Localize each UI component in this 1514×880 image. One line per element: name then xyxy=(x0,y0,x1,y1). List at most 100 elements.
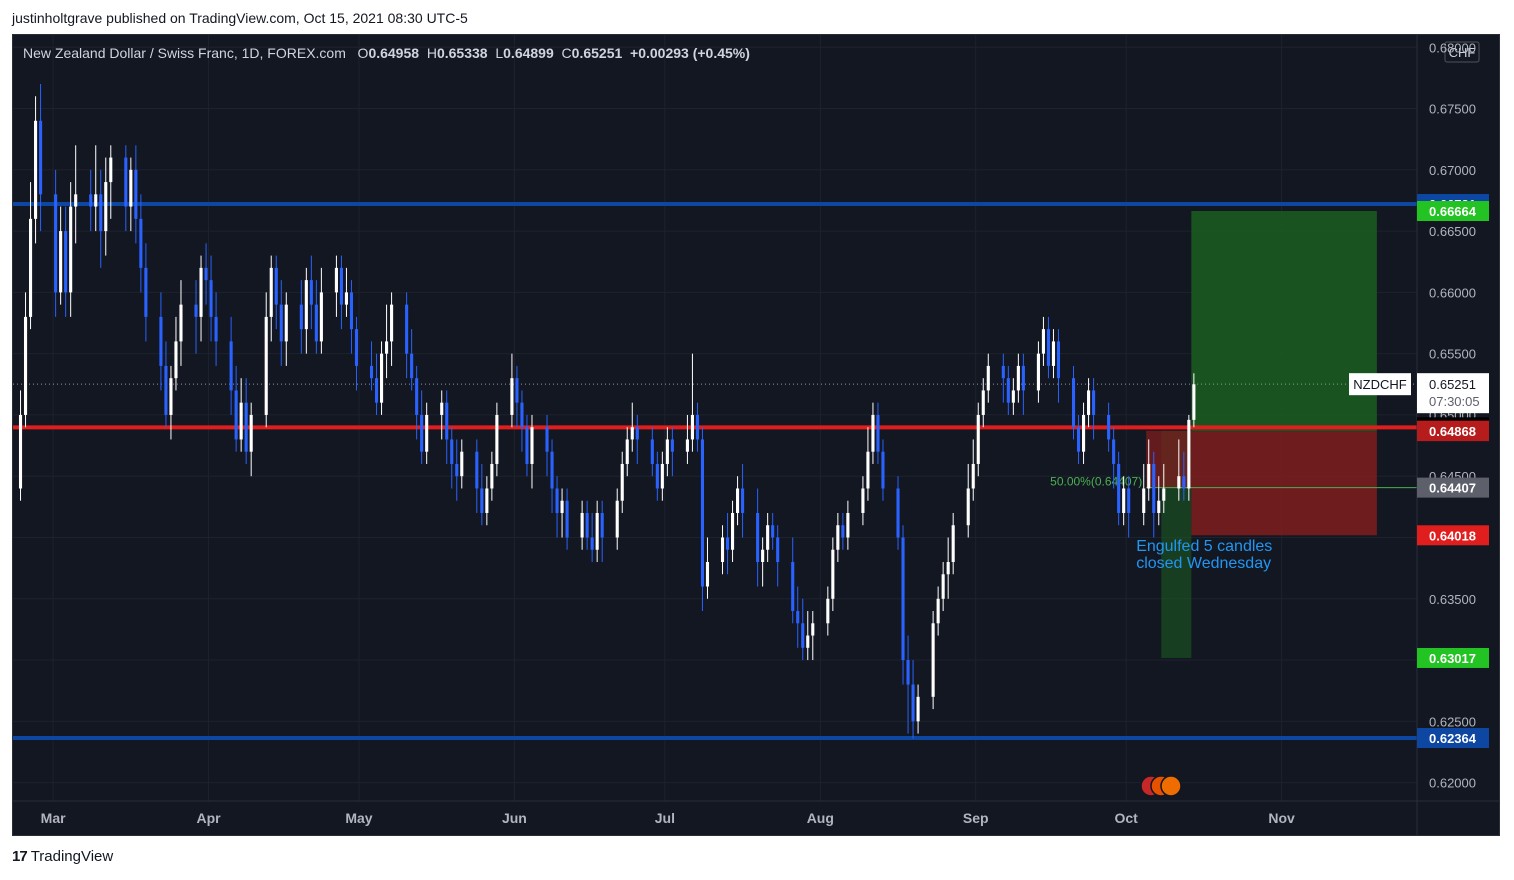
candle-body xyxy=(585,512,589,538)
candle-body xyxy=(766,525,770,550)
candle-body xyxy=(410,353,414,379)
candle-body xyxy=(941,574,945,599)
candle-body xyxy=(1122,488,1126,513)
candle-body xyxy=(94,194,98,207)
candle-body xyxy=(204,267,208,281)
open-value: 0.64958 xyxy=(368,45,420,61)
candle-body xyxy=(655,463,659,489)
symbol-title: New Zealand Dollar / Swiss Franc, 1D, FO… xyxy=(23,45,346,61)
candle-body xyxy=(199,267,203,317)
candle-body xyxy=(23,316,28,415)
candle-body xyxy=(480,488,484,513)
candle-body xyxy=(1092,390,1096,415)
y-tick-label: 0.63500 xyxy=(1429,592,1476,607)
low-label: L xyxy=(495,45,504,61)
price-tag xyxy=(1417,200,1489,221)
candle-body xyxy=(1001,365,1005,379)
price-tag-label: 0.66664 xyxy=(1429,204,1477,219)
candle-body xyxy=(1112,439,1116,464)
candle-body xyxy=(620,463,624,501)
candle-body xyxy=(1187,419,1191,489)
candle-body xyxy=(334,267,338,293)
candle-body xyxy=(239,402,243,440)
candle-body xyxy=(460,451,464,477)
candle-body xyxy=(39,120,43,195)
x-tick-label: Apr xyxy=(196,810,221,826)
candle-body xyxy=(1056,341,1061,379)
countdown-label: 07:30:05 xyxy=(1429,394,1480,409)
candle-body xyxy=(831,549,835,599)
candle-body xyxy=(420,414,424,452)
candle-body xyxy=(109,157,113,183)
candle-body xyxy=(1117,463,1121,513)
candle-body xyxy=(791,562,795,612)
price-tag-label: 0.64018 xyxy=(1429,528,1476,543)
candle-body xyxy=(319,292,323,342)
candle-body xyxy=(440,402,444,415)
y-tick-label: 0.62000 xyxy=(1429,776,1476,791)
candle-body xyxy=(59,231,63,293)
x-tick-label: Aug xyxy=(807,810,834,826)
change-value: +0.00293 (+0.45%) xyxy=(630,45,750,61)
candle-body xyxy=(695,414,700,440)
candle-body xyxy=(771,525,775,538)
candle-body xyxy=(249,414,253,452)
x-tick-label: May xyxy=(345,810,372,826)
candle-body xyxy=(896,488,900,538)
candle-body xyxy=(1036,353,1040,391)
candle-body xyxy=(74,194,78,207)
candle-body xyxy=(1152,463,1156,513)
price-tag-label: 0.63017 xyxy=(1429,651,1476,666)
candle-body xyxy=(1147,463,1151,489)
candle-body xyxy=(234,390,238,440)
candlestick-chart[interactable]: 50.00%(0.64407)Engulfed 5 candlesclosed … xyxy=(13,35,1499,835)
candle-body xyxy=(1142,488,1146,513)
candle-body xyxy=(635,427,639,440)
candle-body xyxy=(916,696,920,722)
publish-info: justinholtgrave published on TradingView… xyxy=(12,10,468,26)
candle-body xyxy=(555,488,559,513)
current-price-tag xyxy=(1417,373,1489,414)
candle-body xyxy=(339,267,343,305)
chart-frame[interactable]: 50.00%(0.64407) Engulfed 5 candles closed … xyxy=(12,34,1500,836)
candle-body xyxy=(1157,500,1161,513)
current-price-label: 0.65251 xyxy=(1429,377,1476,392)
candle-body xyxy=(565,500,569,538)
candle-body xyxy=(450,439,454,464)
candle-body xyxy=(836,525,840,550)
candle-body xyxy=(1021,365,1025,391)
brand-name: TradingView xyxy=(30,848,114,865)
x-tick-label: Mar xyxy=(41,810,66,826)
y-tick-label: 0.67000 xyxy=(1429,163,1476,178)
candle-body xyxy=(134,169,138,219)
candle-body xyxy=(560,500,564,513)
candle-body xyxy=(861,488,865,513)
candle-body xyxy=(690,414,694,440)
y-tick-label: 0.66000 xyxy=(1429,285,1476,300)
candle-body xyxy=(244,402,248,452)
candle-body xyxy=(164,365,168,415)
candle-body xyxy=(455,463,459,477)
candle-body xyxy=(179,304,183,342)
y-tick-label: 0.67500 xyxy=(1429,102,1476,117)
candle-body xyxy=(214,316,218,342)
candle-body xyxy=(881,451,885,489)
candle-body xyxy=(284,304,288,342)
candle-body xyxy=(34,120,38,219)
footer-brand: 17 TradingView xyxy=(12,848,113,865)
candle-body xyxy=(69,206,73,293)
candle-body xyxy=(425,414,429,452)
candle-body xyxy=(490,463,494,489)
candle-body xyxy=(139,218,143,268)
candle-body xyxy=(725,537,730,550)
candle-body xyxy=(264,316,268,415)
candle-body xyxy=(349,292,354,330)
candle-body xyxy=(510,378,514,415)
candle-body xyxy=(545,427,549,452)
price-tag xyxy=(1417,647,1489,668)
candle-body xyxy=(876,414,880,452)
price-tag-label: 0.64407 xyxy=(1429,481,1476,496)
candle-body xyxy=(344,292,349,305)
candle-body xyxy=(951,525,955,563)
price-tag xyxy=(1417,421,1489,442)
